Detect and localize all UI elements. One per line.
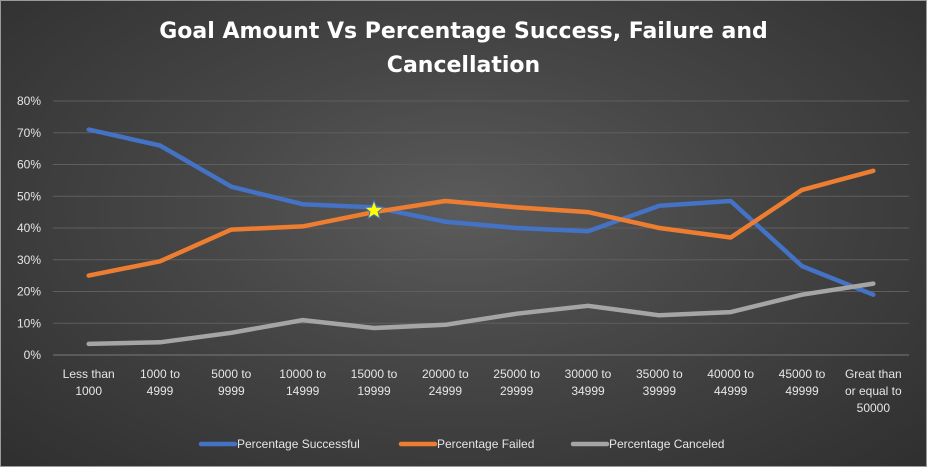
x-tick-label: 1000 to 4999 — [140, 367, 180, 398]
x-tick-label: Less than 1000 — [63, 367, 115, 398]
y-tick-label: 30% — [17, 253, 41, 267]
legend-label: Percentage Failed — [437, 437, 534, 451]
star-marker-icon — [363, 199, 385, 220]
annotation-layer — [363, 199, 385, 220]
x-tick-label: 40000 to 44999 — [707, 367, 754, 398]
y-tick-label: 70% — [17, 126, 41, 140]
x-tick-label: Great than or equal to 50000 — [845, 367, 902, 415]
chart-title: Goal Amount Vs Percentage Success, Failu… — [1, 15, 926, 83]
x-tick-label: 35000 to 39999 — [636, 367, 683, 398]
legend-label: Percentage Canceled — [609, 437, 724, 451]
series-line-1 — [86, 127, 876, 297]
x-tick-label: 15000 to 19999 — [351, 367, 398, 398]
y-tick-label: 0% — [24, 348, 42, 362]
chart-title-line-1: Goal Amount Vs Percentage Success, Failu… — [159, 19, 768, 44]
y-tick-label: 80% — [17, 94, 41, 108]
x-tick-label: 45000 to 49999 — [779, 367, 826, 398]
y-tick-label: 20% — [17, 285, 41, 299]
series-line-2 — [86, 168, 876, 278]
y-axis-tick-labels: 0% 10% 20% 30% 40% 50% 60% 70% 80% — [17, 94, 41, 362]
x-tick-label: 20000 to 24999 — [422, 367, 469, 398]
y-tick-label: 40% — [17, 221, 41, 235]
x-tick-label: 25000 to 29999 — [493, 367, 540, 398]
gridlines — [53, 100, 909, 356]
y-tick-label: 10% — [17, 316, 41, 330]
chart-title-line-2: Cancellation — [386, 53, 541, 78]
y-tick-label: 50% — [17, 189, 41, 203]
x-axis-tick-labels: Less than 1000 1000 to 4999 5000 to 9999 10000… — [63, 367, 902, 415]
series-lines — [86, 127, 876, 347]
y-tick-label: 60% — [17, 158, 41, 172]
x-tick-label: 10000 to 14999 — [279, 367, 326, 398]
x-tick-label: 5000 to 9999 — [211, 367, 251, 398]
x-tick-label: 30000 to 34999 — [565, 367, 612, 398]
series-line-3 — [86, 281, 876, 347]
legend: Percentage Successful Percentage Failed Pe… — [198, 437, 724, 451]
legend-label: Percentage Successful — [237, 437, 360, 451]
